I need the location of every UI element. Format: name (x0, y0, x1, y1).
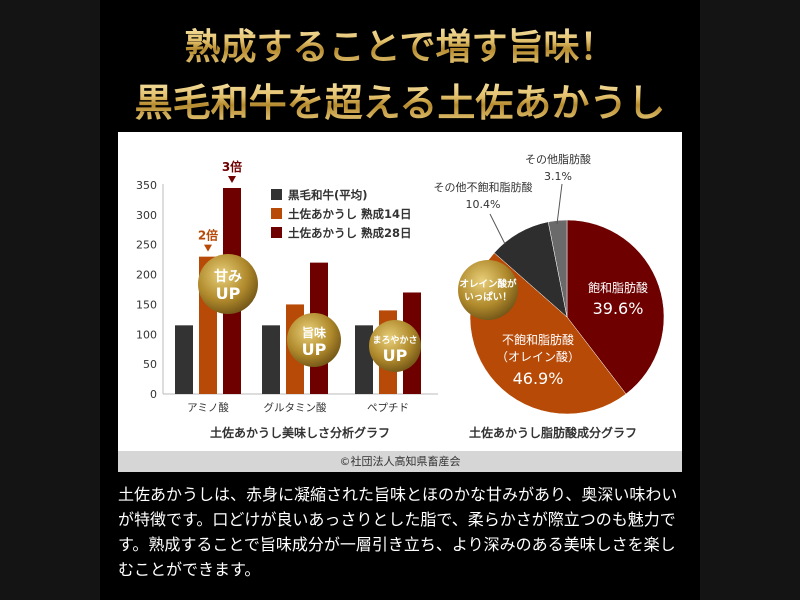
pie-label: 3.1% (544, 170, 572, 183)
badge-text: UP (383, 346, 408, 365)
pie-label: その他脂肪酸 (525, 152, 591, 166)
legend-label: 黒毛和牛(平均) (288, 188, 368, 202)
chart-panel: 0 50 100 150 200 250 300 350 アミノ酸 グルタミン酸 ペプチド 2倍 3倍甘… (118, 132, 682, 472)
pie-label: 飽和脂肪酸 (588, 280, 648, 295)
pie-label: 不飽和脂肪酸 (502, 332, 574, 347)
pie-slice-0 (566, 219, 665, 395)
badge (198, 254, 258, 314)
charts-svg: 0 50 100 150 200 250 300 350 アミノ酸 グルタミン酸 ペプチド 2倍 3倍甘… (136, 152, 665, 440)
y-tick-label: 300 (136, 209, 157, 222)
leader-line (556, 183, 563, 225)
y-tick-label: 50 (143, 358, 157, 371)
arrow-down-icon (204, 244, 212, 252)
legend-swatch (271, 227, 282, 238)
badge-text: UP (302, 340, 327, 359)
pie-label: 39.6% (593, 299, 644, 318)
bar-0-2 (355, 325, 373, 394)
headline-2: 黒毛和牛を超える土佐あかうし (100, 72, 700, 127)
pie-label: いっぱい！ (464, 291, 512, 303)
badge-text: 甘み (214, 268, 242, 285)
x-tick-label: アミノ酸 (187, 401, 229, 414)
badge (287, 313, 341, 367)
y-tick-label: 0 (150, 388, 157, 401)
y-tick-label: 100 (136, 328, 157, 341)
badge-text: UP (216, 284, 241, 303)
headline-1: 熟成することで増す旨味！ (100, 18, 700, 70)
legend-label: 土佐あかうし 熟成28日 (288, 226, 412, 240)
y-tick-label: 350 (136, 179, 157, 192)
legend-swatch (271, 189, 282, 200)
badge (369, 320, 421, 372)
y-tick-label: 150 (136, 298, 157, 311)
arrow-down-icon (228, 175, 236, 183)
badge-text: まろやかさ (372, 335, 417, 346)
description: 土佐あかうしは、赤身に凝縮された旨味とほのかな甘みがあり、奥深い味わいが特徴です… (118, 485, 678, 579)
x-tick-label: ペプチド (367, 402, 409, 414)
multiplier-label: 3倍 (222, 159, 242, 174)
badge-text: 旨味 (302, 325, 326, 340)
y-tick-label: 200 (136, 269, 157, 282)
legend-swatch (271, 208, 282, 219)
bar-chart-title: 土佐あかうし美味しさ分析グラフ (210, 425, 390, 440)
legend-label: 土佐あかうし 熟成14日 (288, 207, 412, 221)
pie-label: その他不飽和脂肪酸 (434, 180, 533, 194)
credit: ©社団法人高知県畜産会 (118, 451, 682, 472)
pie-label: 46.9% (513, 369, 564, 388)
bar-0-0 (175, 325, 193, 394)
pie-label: （オレイン酸） (496, 349, 580, 364)
leader-line (489, 213, 506, 245)
pie-chart-title: 土佐あかうし脂肪酸成分グラフ (469, 425, 637, 440)
pie-label: 10.4% (466, 198, 501, 211)
pie-label: オレイン酸が (459, 278, 517, 290)
page: 熟成することで増す旨味！ 黒毛和牛を超える土佐あかうし 0 50 100 150 200… (100, 0, 700, 600)
y-tick-label: 250 (136, 239, 157, 252)
x-tick-label: グルタミン酸 (264, 401, 327, 414)
multiplier-label: 2倍 (198, 228, 218, 243)
badge (458, 260, 518, 320)
bar-0-1 (262, 325, 280, 394)
